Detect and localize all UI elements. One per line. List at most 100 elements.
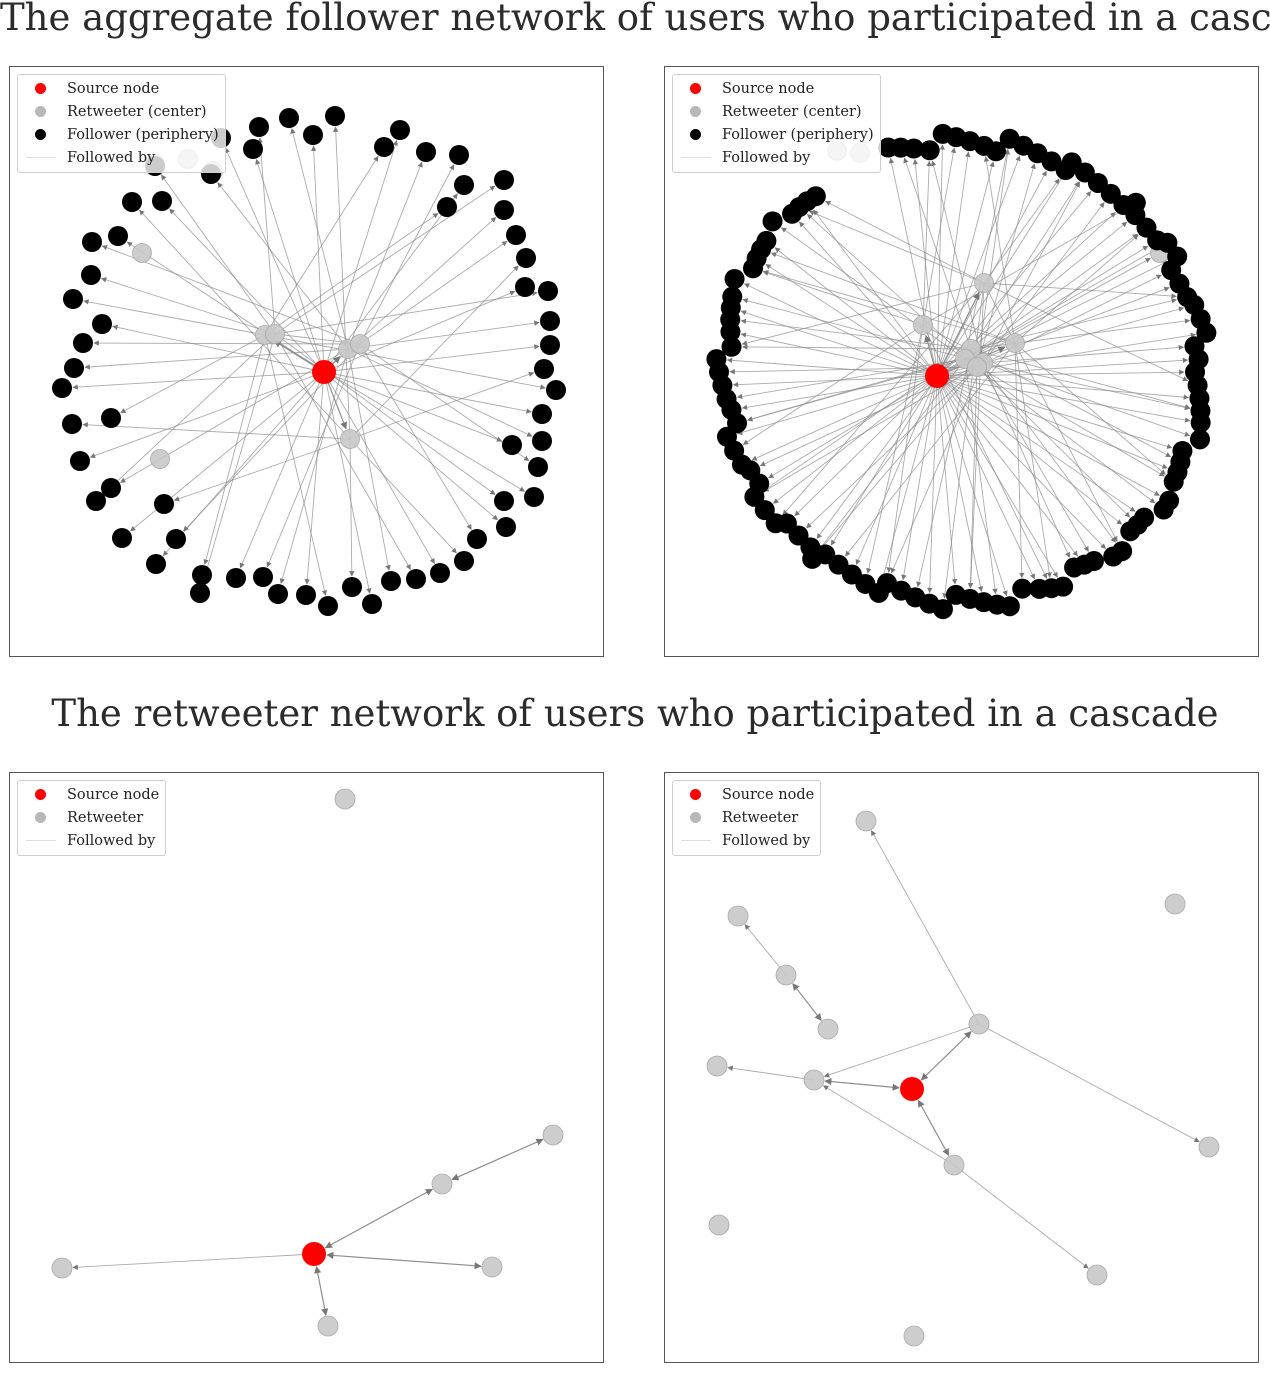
network-graph	[706, 123, 1217, 620]
follow-edge	[727, 1065, 815, 1081]
follow-edge	[936, 161, 995, 377]
follow-edge	[239, 371, 325, 569]
follow-edge	[774, 247, 938, 377]
follow-edge	[763, 270, 1016, 344]
follower-node	[706, 349, 727, 370]
follower-node	[540, 335, 560, 355]
retweeter-node	[150, 449, 170, 469]
network-graph	[51, 788, 564, 1337]
line-icon	[26, 157, 56, 158]
follow-edge	[927, 375, 938, 594]
follow-edge	[266, 343, 361, 568]
retweeter-node	[340, 429, 360, 449]
legend-label: Followed by	[722, 149, 811, 166]
follower-node	[546, 380, 566, 400]
legend-label: Followed by	[67, 149, 156, 166]
retweeter-node	[817, 1018, 839, 1040]
follow-edge	[982, 344, 1185, 364]
follow-edge	[72, 1253, 315, 1270]
retweeter-node	[943, 1154, 965, 1176]
follow-edge	[740, 310, 938, 377]
follow-edge	[1014, 342, 1052, 578]
follower-node	[430, 563, 450, 583]
follower-node	[52, 378, 72, 398]
retweeter-node	[974, 273, 994, 293]
follow-edge	[824, 1078, 900, 1091]
source-node	[900, 1077, 924, 1101]
follow-edge	[866, 324, 924, 574]
follower-node	[1103, 546, 1124, 567]
follow-edge	[120, 334, 266, 414]
follow-edge	[740, 332, 938, 377]
follower-node	[1029, 578, 1050, 599]
follower-node	[318, 596, 338, 616]
follower-node	[101, 478, 121, 498]
follow-edge	[870, 830, 980, 1025]
follow-edge	[323, 290, 516, 373]
follower-node	[494, 491, 514, 511]
follow-edge	[964, 148, 1010, 360]
grey-dot-icon	[35, 812, 46, 823]
retweeter-node	[132, 243, 152, 263]
legend-label: Follower (periphery)	[722, 126, 874, 143]
follower-node	[303, 125, 323, 145]
follower-node	[381, 571, 401, 591]
follow-edge	[936, 375, 984, 592]
follow-edge	[72, 371, 325, 390]
follower-node	[437, 197, 457, 217]
follow-edge	[732, 375, 938, 388]
follow-edge	[224, 147, 325, 373]
follower-node	[1012, 578, 1033, 599]
follow-edge	[922, 160, 932, 326]
follow-edge	[349, 438, 457, 554]
retweeter-node	[1198, 1136, 1220, 1158]
follower-node	[192, 565, 212, 585]
follow-edge	[112, 324, 325, 373]
follower-node	[945, 584, 966, 605]
follow-edge	[916, 348, 972, 588]
retweeter-node	[913, 315, 933, 335]
follower-node	[467, 529, 487, 549]
follow-edge	[808, 210, 985, 284]
retweeter-node	[51, 1257, 73, 1279]
follow-edge	[169, 208, 325, 373]
follow-edge	[845, 342, 1016, 557]
follow-edge	[930, 160, 984, 364]
retweeter-node	[968, 1013, 990, 1035]
follow-edge	[89, 371, 325, 459]
follower-node	[494, 170, 514, 190]
follower-node	[70, 451, 90, 471]
retweeter-node	[1086, 1264, 1108, 1286]
follow-edge	[936, 375, 1168, 469]
follow-edge	[763, 362, 984, 492]
follow-edge	[279, 348, 349, 584]
source-node	[312, 360, 336, 384]
legend-label: Source node	[722, 786, 815, 803]
follow-edge	[93, 340, 361, 346]
follower-node	[101, 408, 121, 428]
legend-entry-edge: Followed by	[679, 829, 814, 852]
follower-node	[416, 142, 436, 162]
follower-node	[528, 457, 548, 477]
follow-edge	[818, 366, 978, 551]
follower-node	[1188, 349, 1209, 370]
follow-edge	[936, 144, 946, 377]
follow-edge	[970, 181, 1080, 350]
follow-edge	[741, 344, 972, 350]
follow-edge	[264, 334, 328, 596]
follow-edge	[781, 227, 966, 360]
follow-edge	[264, 212, 439, 336]
follow-edge	[274, 185, 496, 335]
follow-edge	[740, 318, 972, 350]
follow-edge	[744, 924, 787, 976]
red-dot-icon	[690, 789, 701, 800]
legend-entry-retweeter: Retweeter (center)	[24, 100, 219, 123]
retweeter-node	[265, 324, 285, 344]
follow-edge	[162, 371, 325, 557]
follow-edge	[782, 282, 985, 516]
retweeter-node	[775, 964, 797, 986]
follow-edge	[742, 324, 924, 445]
retweeter-node	[706, 1055, 728, 1077]
follow-edge	[903, 157, 972, 350]
follower-node	[390, 120, 410, 140]
